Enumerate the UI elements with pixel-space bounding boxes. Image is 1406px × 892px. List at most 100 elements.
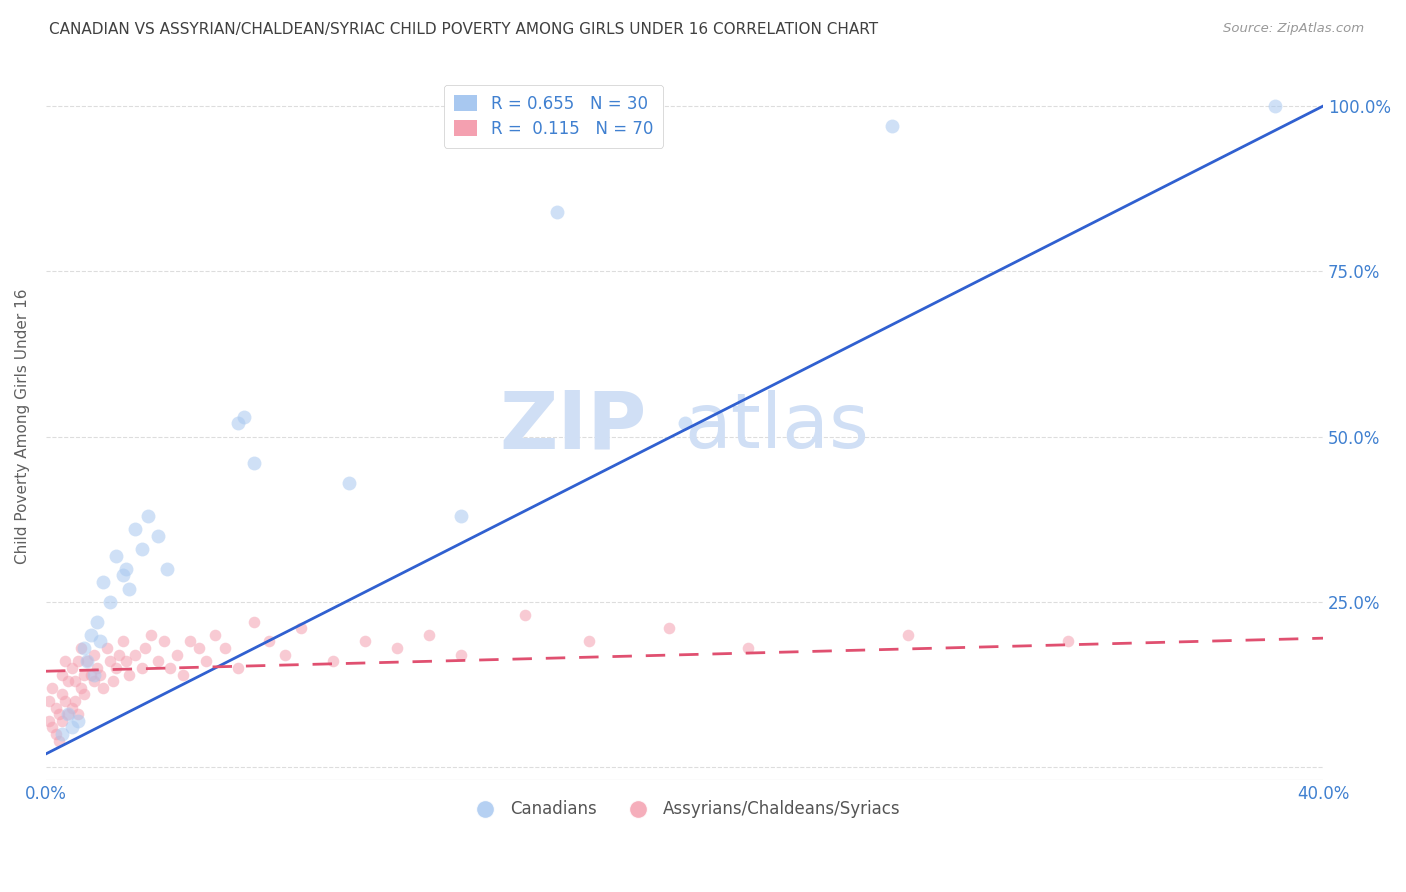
Point [172, 667, 194, 681]
Point [89, 634, 111, 648]
Point [98, 654, 121, 668]
Point [450, 508, 472, 523]
Point [226, 661, 249, 675]
Point [51, 714, 73, 728]
Point [63, 694, 86, 708]
Point [63, 674, 86, 689]
Text: Source: ZipAtlas.com: Source: ZipAtlas.com [1223, 22, 1364, 36]
Point [83, 674, 105, 689]
Point [897, 628, 920, 642]
Point [513, 608, 536, 623]
Point [45, 700, 67, 714]
Point [118, 582, 141, 596]
Point [146, 529, 169, 543]
Point [146, 654, 169, 668]
Point [188, 641, 211, 656]
Point [450, 648, 472, 662]
Point [111, 568, 134, 582]
Point [101, 674, 124, 689]
Point [658, 621, 681, 635]
Point [105, 661, 128, 675]
Point [114, 562, 136, 576]
Point [242, 615, 264, 629]
Point [232, 409, 254, 424]
Legend: Canadians, Assyrians/Chaldeans/Syriacs: Canadians, Assyrians/Chaldeans/Syriacs [461, 794, 908, 825]
Point [41, 720, 63, 734]
Point [159, 661, 181, 675]
Point [76, 654, 98, 668]
Point [73, 641, 96, 656]
Point [98, 595, 121, 609]
Point [86, 661, 108, 675]
Point [86, 615, 108, 629]
Point [354, 634, 377, 648]
Point [204, 628, 226, 642]
Point [73, 687, 96, 701]
Point [58, 674, 80, 689]
Point [70, 641, 93, 656]
Point [385, 641, 408, 656]
Point [58, 707, 80, 722]
Point [51, 687, 73, 701]
Point [60, 720, 83, 734]
Point [1264, 99, 1286, 113]
Point [38, 714, 60, 728]
Point [337, 475, 360, 490]
Point [41, 681, 63, 695]
Point [274, 648, 297, 662]
Point [93, 574, 115, 589]
Point [322, 654, 344, 668]
Point [578, 634, 600, 648]
Point [79, 667, 101, 681]
Point [673, 417, 696, 431]
Point [242, 456, 264, 470]
Point [51, 727, 73, 741]
Point [136, 508, 159, 523]
Point [124, 522, 146, 536]
Point [1056, 634, 1078, 648]
Point [66, 654, 89, 668]
Point [131, 661, 153, 675]
Point [76, 654, 98, 668]
Text: CANADIAN VS ASSYRIAN/CHALDEAN/SYRIAC CHILD POVERTY AMONG GIRLS UNDER 16 CORRELAT: CANADIAN VS ASSYRIAN/CHALDEAN/SYRIAC CHI… [49, 22, 879, 37]
Point [290, 621, 312, 635]
Point [93, 681, 115, 695]
Point [880, 119, 903, 133]
Point [108, 648, 131, 662]
Point [737, 641, 759, 656]
Point [259, 634, 281, 648]
Text: ZIP: ZIP [499, 388, 647, 466]
Point [89, 667, 111, 681]
Point [51, 667, 73, 681]
Point [156, 562, 179, 576]
Point [73, 667, 96, 681]
Point [53, 694, 76, 708]
Point [83, 648, 105, 662]
Point [83, 667, 105, 681]
Text: atlas: atlas [685, 390, 869, 464]
Point [118, 667, 141, 681]
Point [45, 727, 67, 741]
Point [79, 628, 101, 642]
Point [105, 549, 128, 563]
Point [418, 628, 440, 642]
Point [96, 641, 118, 656]
Point [179, 634, 201, 648]
Point [48, 707, 70, 722]
Point [226, 417, 249, 431]
Point [131, 541, 153, 556]
Point [60, 700, 83, 714]
Point [38, 694, 60, 708]
Point [134, 641, 156, 656]
Point [214, 641, 236, 656]
Point [66, 707, 89, 722]
Point [48, 733, 70, 747]
Point [66, 714, 89, 728]
Point [53, 654, 76, 668]
Point [70, 681, 93, 695]
Point [166, 648, 188, 662]
Point [58, 707, 80, 722]
Point [114, 654, 136, 668]
Point [153, 634, 176, 648]
Point [60, 661, 83, 675]
